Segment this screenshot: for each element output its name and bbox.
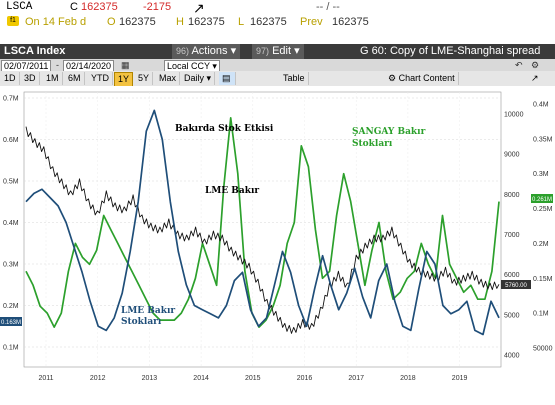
open-value: 162375 bbox=[119, 16, 156, 28]
quote-bar: LSCA C 162375 -2175 ↗ -- / -- f1 On 14 F… bbox=[0, 0, 555, 30]
actions-menu[interactable]: 96) Actions ▾ bbox=[172, 44, 241, 59]
left-tick-label: 0.3M bbox=[3, 262, 19, 269]
period-5y[interactable]: 5Y bbox=[135, 72, 154, 85]
mid-tick-label: 7000 bbox=[504, 232, 520, 239]
x-tick-label: 2011 bbox=[38, 375, 53, 382]
annotation-shanghai-2: Stokları bbox=[352, 139, 393, 149]
last-price: 162375 bbox=[81, 1, 118, 13]
left-axis: 0.7M 0.6M 0.5M 0.4M 0.3M 0.2M 0.1M bbox=[3, 96, 19, 352]
right-tick-label: 0.15M bbox=[533, 276, 553, 283]
period-ytd[interactable]: YTD bbox=[88, 72, 113, 85]
left-tick-label: 0.5M bbox=[3, 179, 19, 186]
annotation-shanghai: ŞANGAY Bakır bbox=[352, 127, 426, 137]
x-tick-label: 2013 bbox=[142, 375, 158, 382]
middle-axis: 10000 9000 8000 7000 6000 5000 4000 bbox=[504, 112, 524, 360]
right-tick-label: 0.35M bbox=[533, 136, 553, 143]
cursor-icon: ↗ bbox=[193, 0, 205, 16]
svg-text:0.163M: 0.163M bbox=[1, 320, 21, 326]
svg-text:5760.00: 5760.00 bbox=[505, 283, 527, 289]
low-label: L bbox=[238, 16, 245, 28]
mid-tick-label: 6000 bbox=[504, 272, 520, 279]
series-line bbox=[25, 109, 500, 336]
x-tick-label: 2014 bbox=[193, 375, 209, 382]
right-tick-label: 0.3M bbox=[533, 171, 549, 178]
period-1m[interactable]: 1M bbox=[43, 72, 63, 85]
bid-ask: -- / -- bbox=[316, 1, 340, 13]
left-tick-label: 0.4M bbox=[3, 220, 19, 227]
date-range-bar: 02/07/2011 - 02/14/2020 ▦ Local CCY ▾ ↶ … bbox=[0, 59, 555, 72]
title-bar: LSCA Index 96) Actions ▾ 97) Edit ▾ G 60… bbox=[0, 44, 555, 59]
mid-value-tag: 5760.00 bbox=[501, 280, 531, 289]
chart-area: 2011 2012 2013 2014 2015 2016 2017 2018 2019 0.7… bbox=[0, 86, 555, 400]
right-tick-label: 0.2M bbox=[533, 241, 549, 248]
x-tick-label: 2018 bbox=[400, 375, 416, 382]
range-separator: - bbox=[56, 60, 59, 70]
prev-label: Prev bbox=[300, 16, 323, 28]
series-lines bbox=[25, 109, 500, 336]
undo-icon[interactable]: ↶ bbox=[515, 60, 523, 70]
mid-tick-label: 5000 bbox=[504, 312, 520, 319]
series-line bbox=[25, 117, 500, 328]
low-value: 162375 bbox=[250, 16, 287, 28]
right-tick-label: 0.4M bbox=[533, 102, 549, 109]
annotation-lme-stocks-2: Stokları bbox=[121, 317, 162, 327]
change-prefix: C bbox=[70, 1, 78, 13]
period-6m[interactable]: 6M bbox=[65, 72, 85, 85]
index-name: LSCA Index bbox=[4, 45, 66, 57]
calendar-icon[interactable]: ▦ bbox=[121, 60, 130, 70]
high-value: 162375 bbox=[188, 16, 225, 28]
right-tick-label: 0.25M bbox=[533, 206, 553, 213]
annotation-lme-copper: LME Bakır bbox=[205, 186, 259, 196]
x-tick-label: 2016 bbox=[297, 375, 313, 382]
period-1d[interactable]: 1D bbox=[1, 72, 20, 85]
chart-type-icon[interactable]: ▤ bbox=[219, 72, 236, 85]
left-tick-label: 0.1M bbox=[3, 345, 19, 352]
annotation-title: Bakırda Stok Etkisi bbox=[175, 124, 274, 134]
x-tick-label: 2019 bbox=[452, 375, 468, 382]
series-line bbox=[25, 126, 500, 334]
left-tick-label: 0.2M bbox=[3, 303, 19, 310]
prev-value: 162375 bbox=[332, 16, 369, 28]
right-tick-label: 50000 bbox=[533, 346, 553, 353]
x-axis: 2011 2012 2013 2014 2015 2016 2017 2018 2019 bbox=[38, 375, 467, 382]
gear-icon: ⚙ bbox=[388, 73, 397, 83]
mid-tick-label: 4000 bbox=[504, 353, 520, 360]
info-icon[interactable]: f1 bbox=[7, 16, 19, 26]
expand-icon[interactable]: ↗ bbox=[531, 73, 539, 83]
net-change: -2175 bbox=[143, 1, 172, 13]
high-label: H bbox=[176, 16, 184, 28]
frequency-select[interactable]: Daily ▾ bbox=[181, 72, 216, 85]
right-tick-label: 0.1M bbox=[533, 311, 549, 318]
period-1y[interactable]: 1Y bbox=[114, 72, 134, 87]
left-tick-label: 0.7M bbox=[3, 96, 19, 103]
x-tick-label: 2017 bbox=[348, 375, 364, 382]
chart-title: G 60: Copy of LME-Shanghai spread bbox=[360, 45, 541, 57]
settings-icon[interactable]: ⚙ bbox=[531, 60, 540, 70]
left-tick-label: 0.6M bbox=[3, 137, 19, 144]
annotation-lme-stocks: LME Bakır bbox=[121, 306, 175, 316]
mid-tick-label: 9000 bbox=[504, 152, 520, 159]
table-button[interactable]: Table bbox=[280, 72, 309, 85]
period-max[interactable]: Max bbox=[156, 72, 181, 85]
mid-tick-label: 8000 bbox=[504, 192, 520, 199]
right-axis: 0.4M 0.35M 0.3M 0.25M 0.2M 0.15M 0.1M 50000 bbox=[533, 102, 553, 353]
chart-toolbar: 1D 3D 1M 6M YTD 1Y 5Y Max Daily ▾ ▤ Tabl… bbox=[0, 71, 555, 87]
svg-text:0.261M: 0.261M bbox=[532, 197, 552, 203]
ticker: LSCA bbox=[6, 1, 33, 13]
chart-content-button[interactable]: ⚙ Chart Content bbox=[385, 72, 459, 85]
left-value-tag: 0.163M bbox=[0, 317, 22, 326]
open-label: O bbox=[107, 16, 116, 28]
x-tick-label: 2015 bbox=[245, 375, 261, 382]
date-label: On 14 Feb d bbox=[25, 16, 87, 28]
edit-menu[interactable]: 97) Edit ▾ bbox=[252, 44, 304, 59]
period-3d[interactable]: 3D bbox=[21, 72, 40, 85]
right-value-tag: 0.261M bbox=[531, 194, 553, 203]
x-tick-label: 2012 bbox=[90, 375, 106, 382]
mid-tick-label: 10000 bbox=[504, 112, 524, 119]
price-stock-chart: 2011 2012 2013 2014 2015 2016 2017 2018 2019 0.7… bbox=[0, 91, 553, 382]
